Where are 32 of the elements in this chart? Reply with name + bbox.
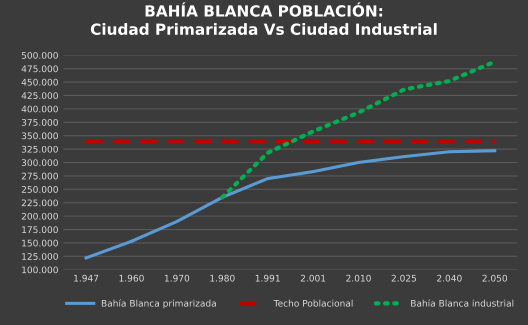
x-tick-label: 2.001: [300, 274, 326, 282]
y-tick-label: 150.000: [22, 240, 58, 246]
y-tick-label: 425.000: [22, 92, 58, 100]
x-tick-label: 2.025: [392, 274, 416, 282]
y-tick-label: 275.000: [22, 172, 58, 180]
y-tick-label: 200.000: [22, 212, 58, 220]
y-tick-label: 375.000: [22, 119, 58, 126]
y-tick-label: 325.000: [22, 146, 58, 153]
y-tick-label: 500.000: [22, 52, 58, 59]
legend-label: Techo Poblacional: [274, 300, 353, 307]
y-tick-label: 225.000: [22, 199, 58, 206]
x-tick-label: 1.960: [120, 274, 144, 282]
x-tick-label: 1.947: [74, 274, 98, 282]
y-tick-label: 125.000: [22, 253, 58, 260]
y-tick-label: 450.000: [22, 78, 58, 86]
y-tick-label: 300.000: [22, 159, 58, 166]
y-tick-label: 400.000: [22, 106, 58, 112]
y-tick-label: 350.000: [22, 132, 58, 140]
legend-label: Bahía Blanca industrial: [411, 299, 514, 307]
chart-title: BAHÍA BLANCA POBLACIÓN: Ciudad Primarizada Vs Ciudad Industrial: [90, 2, 437, 35]
x-tick-label: 1.980: [210, 274, 235, 282]
y-tick-label: 475.000: [22, 65, 58, 72]
x-tick-label: 2.040: [437, 274, 462, 282]
x-tick-label: 1.991: [256, 274, 280, 282]
legend-label: Bahía Blanca primarizada: [102, 299, 216, 308]
y-tick-label: 100.000: [22, 266, 58, 274]
x-tick-label: 1.970: [164, 274, 190, 282]
line-series: [84, 149, 496, 260]
x-tick-label: 2.050: [482, 274, 508, 282]
y-tick-label: 250.000: [22, 186, 58, 193]
y-tick-label: 175.000: [22, 226, 58, 234]
x-tick-label: 2.010: [346, 274, 371, 282]
